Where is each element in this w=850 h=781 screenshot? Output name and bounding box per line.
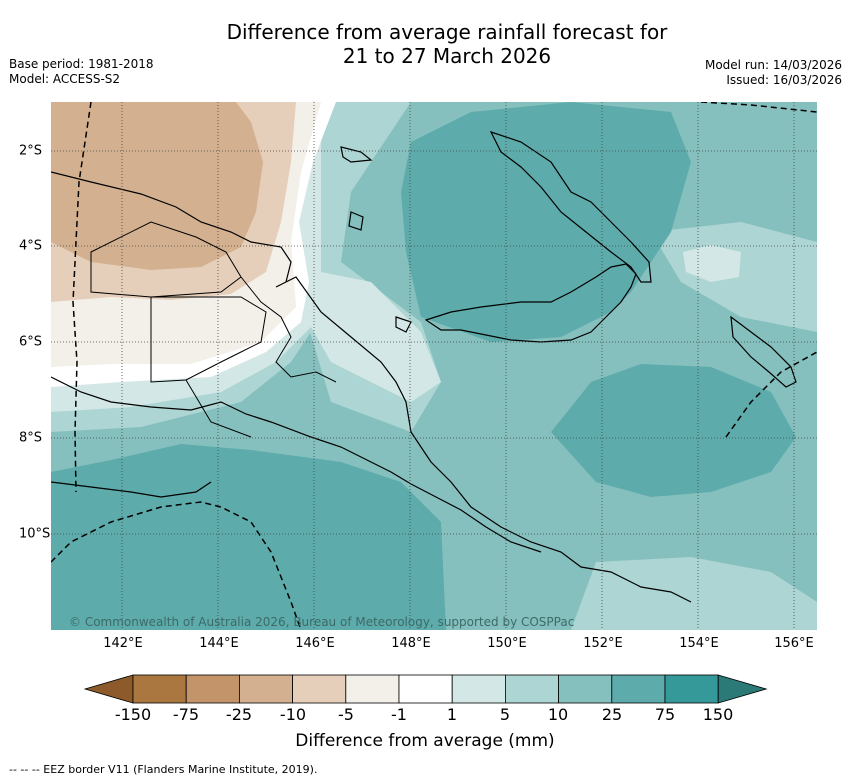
legend-swatch [345,674,400,704]
legend-tick: 75 [654,705,676,724]
x-tick-146: 146°E [295,636,335,651]
legend-swatch [238,674,293,704]
colorbar [84,674,768,704]
legend-swatch [185,674,240,704]
x-tick-148: 148°E [391,636,431,651]
legend-tick: 150 [702,705,734,724]
legend-swatch [292,674,347,704]
title-line-2: 21 to 27 March 2026 [342,44,552,68]
coastlines [51,130,797,603]
x-tick-156: 156°E [774,636,814,651]
x-tick-150: 150°E [487,636,527,651]
legend-arrow-high [717,674,768,704]
legend-swatch [611,674,666,704]
zone-minus25-minus10 [51,102,263,270]
eez-border-note: -- -- -- EEZ border V11 (Flanders Marine… [9,763,318,776]
legend-title: Difference from average (mm) [295,731,555,751]
rainfall-map: © Commonwealth of Australia 2026, Bureau… [51,102,817,630]
legend-swatch [504,674,559,704]
province-borders [90,221,337,438]
legend-tick: -25 [225,705,253,724]
zone-25-75-east [551,364,796,497]
copyright-notice: © Commonwealth of Australia 2026, Bureau… [69,615,574,629]
map-title: Difference from average rainfall forecas… [150,20,744,68]
y-tick-8s: 8°S [19,430,43,446]
y-tick-4s: 4°S [19,238,43,254]
legend-tick: -5 [338,705,354,724]
zone-25-75-southwest [51,444,446,630]
legend-arrow-low [84,674,134,704]
legend-tick: -75 [172,705,200,724]
model-info: Base period: 1981-2018 Model: ACCESS-S2 [9,57,154,87]
legend-tick: 10 [547,705,569,724]
zone-5-10-southeast [571,557,817,630]
legend-tick: 25 [601,705,623,724]
grid-lines [51,102,817,630]
legend-swatch [398,674,453,704]
legend-tick: -150 [114,705,152,724]
issued-text: Issued: 16/03/2026 [726,73,842,87]
legend-tick: -1 [391,705,407,724]
model-text: Model: ACCESS-S2 [9,72,121,86]
eez-borders [51,102,817,630]
legend-tick: -10 [279,705,307,724]
title-line-1: Difference from average rainfall forecas… [226,20,668,44]
zone-1-5-east-spot [683,245,741,282]
model-run-text: Model run: 14/03/2026 [704,58,842,72]
legend-tick: 5 [499,705,511,724]
y-tick-10s: 10°S [19,526,51,542]
legend-swatch [664,674,719,704]
legend-swatch [451,674,506,704]
legend-tick: 1 [446,705,458,724]
legend-swatch [558,674,613,704]
run-info: Model run: 14/03/2026 Issued: 16/03/2026 [705,58,842,88]
zone-25-75-north [401,102,691,342]
x-tick-154: 154°E [679,636,719,651]
legend-swatch [132,674,187,704]
x-tick-142: 142°E [103,636,143,651]
y-tick-2s: 2°S [19,143,43,159]
y-tick-6s: 6°S [19,334,43,350]
x-tick-144: 144°E [199,636,239,651]
base-period-text: Base period: 1981-2018 [9,57,154,71]
x-tick-152: 152°E [583,636,623,651]
